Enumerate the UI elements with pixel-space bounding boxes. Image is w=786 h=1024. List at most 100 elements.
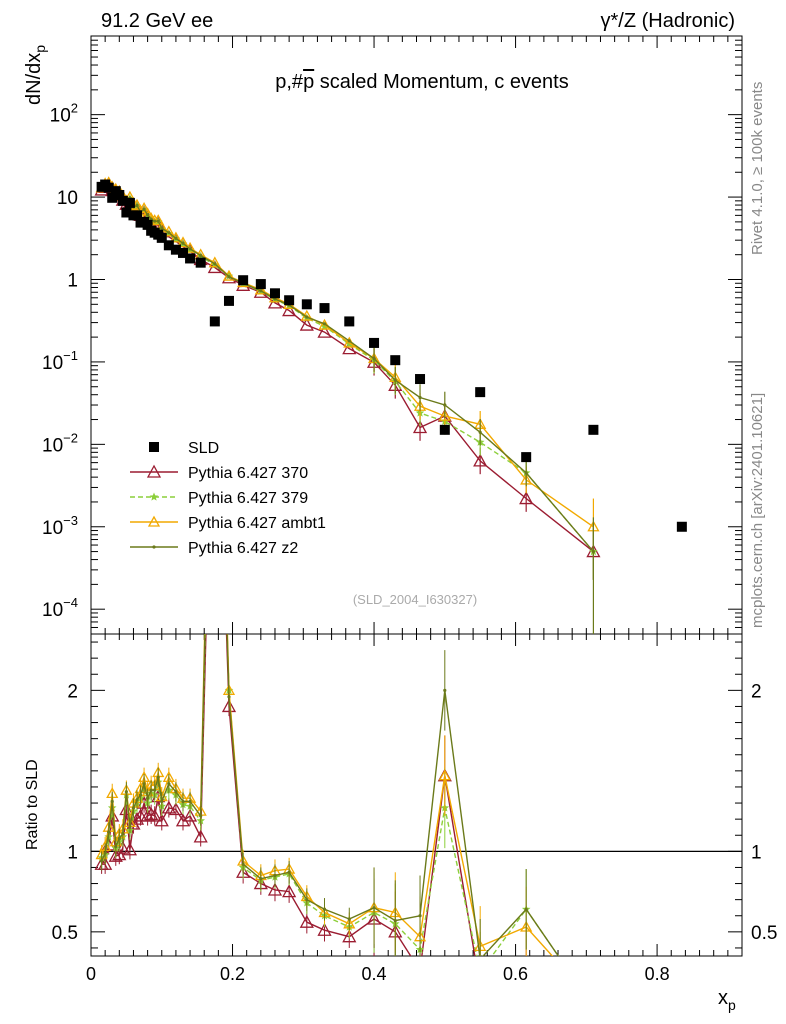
chart-title-rest: scaled Momentum, c events [314,71,569,93]
point-pythia-6-427-379 [211,235,220,243]
point-pythia-6-427-379 [476,968,485,976]
point-pythia-6-427-ambt1 [438,769,451,781]
x-tick-label: 0 [86,964,96,984]
point-pythia-6-427-z2 [142,782,146,786]
point-pythia-6-427-z2 [153,219,157,223]
point-pythia-6-427-z2 [146,213,150,217]
point-pythia-6-427-370 [119,802,134,816]
point-sld [238,275,249,286]
point-pythia-6-427-379 [149,492,159,501]
point-pythia-6-427-z2 [181,799,185,804]
point-pythia-6-427-z2 [305,898,309,902]
point-sld [284,295,295,306]
point-sld [142,219,153,230]
point-pythia-6-427-z2 [305,315,309,319]
ratio-line-pythia-6-427-379 [101,634,560,956]
point-pythia-6-427-z2 [128,825,132,829]
x-tick-label: 0.4 [362,964,387,984]
point-pythia-6-427-ambt1 [169,231,183,243]
point-sld [209,316,220,327]
point-pythia-6-427-370 [182,808,198,822]
x-tick-label: 0.8 [645,964,670,984]
point-pythia-6-427-z2 [156,219,160,223]
legend-label: SLD [188,440,219,457]
point-pythia-6-427-370 [193,829,208,843]
point-pythia-6-427-z2 [443,688,447,692]
point-pythia-6-427-370 [267,882,283,896]
point-sld [149,442,159,452]
point-sld [117,195,128,206]
point-pythia-6-427-ambt1 [210,170,220,179]
point-sld [170,244,181,255]
point-pythia-6-427-z2 [372,906,376,910]
legend-item-pythia-6-427-z2: Pythia 6.427 z2 [130,540,298,557]
point-pythia-6-427-370 [282,303,297,317]
point-sld [301,299,312,310]
ratio-series-pythia-6-427-379 [97,235,598,1011]
point-sld [439,424,450,435]
point-pythia-6-427-z2 [418,395,422,400]
point-pythia-6-427-z2 [124,790,128,794]
x-axis-label: xp [718,987,736,1013]
point-pythia-6-427-z2 [347,917,351,921]
point-pythia-6-427-z2 [241,862,245,866]
point-pythia-6-427-ambt1 [222,269,236,281]
ratio-series-pythia-6-427-z2 [100,634,595,1008]
point-pythia-6-427-370 [161,800,176,814]
point-sld [255,279,266,290]
point-pythia-6-427-370 [144,806,159,820]
point-pythia-6-427-z2 [138,793,143,797]
point-pythia-6-427-z2 [121,832,125,836]
point-sld [121,207,132,218]
point-sld [124,197,135,208]
point-sld [269,288,280,299]
point-pythia-6-427-z2 [103,851,107,855]
point-pythia-6-427-z2 [135,203,139,208]
point-pythia-6-427-z2 [100,859,104,863]
point-pythia-6-427-370 [473,453,488,467]
point-sld [319,303,330,314]
point-pythia-6-427-370 [175,813,191,827]
point-pythia-6-427-370 [154,813,169,827]
point-sld [521,452,532,463]
point-pythia-6-427-370 [317,922,332,936]
point-pythia-6-427-ambt1 [318,318,331,330]
y-tick-label: 10−3 [42,513,78,539]
ratio-line-pythia-6-427-370 [101,634,476,956]
chart-title: p,#p scaled Momentum, c events [275,71,569,93]
point-pythia-6-427-z2 [273,873,277,878]
point-pythia-6-427-379 [589,1003,598,1011]
point-pythia-6-427-z2 [592,1005,595,1008]
point-pythia-6-427-ambt1 [147,515,161,527]
point-sld [344,316,355,327]
y-tick-label: 10−2 [42,430,78,456]
point-pythia-6-427-z2 [181,241,185,245]
point-pythia-6-427-z2 [146,796,150,800]
ratio-y-tick-label-right: 2 [751,681,762,702]
point-pythia-6-427-z2 [524,907,528,911]
point-pythia-6-427-z2 [142,207,146,211]
point-pythia-6-427-370 [299,317,314,331]
point-pythia-6-427-370 [342,341,357,355]
point-sld [131,210,142,221]
point-pythia-6-427-z2 [393,918,397,923]
ratio-series-pythia-6-427-ambt1 [95,170,554,956]
point-pythia-6-427-370 [108,848,123,862]
main-plot-area [94,176,687,634]
point-sld [390,355,401,366]
point-pythia-6-427-370 [474,982,486,993]
point-pythia-6-427-370 [98,856,113,870]
y-tick-label: 1 [67,270,78,291]
legend-item-sld: SLD [149,440,219,457]
point-pythia-6-427-z2 [107,830,111,834]
ratio-y-tick-label-right: 0.5 [751,923,777,944]
point-pythia-6-427-z2 [287,870,291,874]
legend-item-pythia-6-427-ambt1: Pythia 6.427 ambt1 [130,515,326,532]
point-pythia-6-427-z2 [117,836,121,841]
ratio-line-pythia-6-427-ambt1 [100,634,554,956]
point-pythia-6-427-z2 [167,231,171,235]
header-right: γ*/Z (Hadronic) [601,10,735,32]
point-sld [163,240,174,251]
point-pythia-6-427-ambt1 [137,202,151,213]
point-pythia-6-427-z2 [114,844,118,849]
